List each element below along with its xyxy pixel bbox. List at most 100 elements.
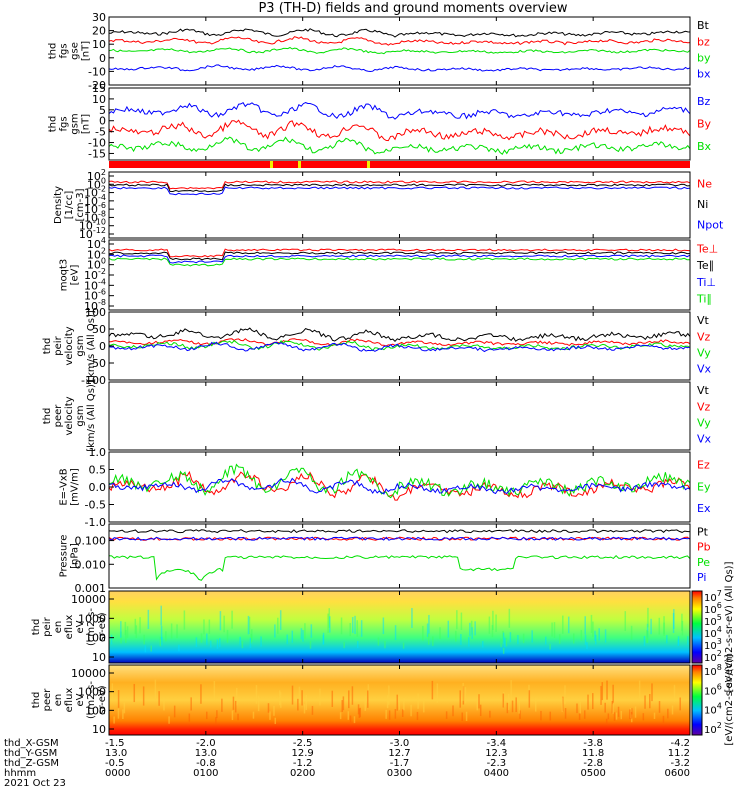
peer_spectrogram-streak [342,696,345,711]
peer_spectrogram-streak [216,710,218,719]
peer_spectrogram-streak [445,711,448,719]
peir_spectrogram-streak [310,624,313,638]
e_field-legend-0: Ez [697,458,710,471]
peer_spectrogram-streak [319,688,321,706]
peir_spectrogram-streak [304,623,306,639]
peir_spectrogram-streak [322,635,325,645]
pressure-series-2 [108,554,691,581]
x-axis-row-label-0: thd_X-GSM [4,738,59,749]
fgs_gse-ytick-label-4: -10 [88,65,106,78]
peir_spectrogram-ytick-label-3: 10 [92,651,106,664]
x-axis-row-label-2: thd_Z-GSM [4,758,59,769]
fgs_gse-ytick-label-5: -20 [88,79,106,92]
peer_spectrogram-streak [133,683,136,703]
x-axis-value-0-3: -3.0 [390,738,410,749]
pressure-series-0 [108,529,691,534]
e_field-series-1 [108,463,691,499]
peir_spectrogram-colorbar-tick-1: 106 [704,601,722,616]
peir_spectrogram-streak [460,634,462,645]
x-axis-value-0-4: -3.4 [487,738,507,749]
peer_spectrogram-streak [385,709,387,719]
peer_spectrogram-streak [231,710,234,721]
peir_spectrogram-streak [247,615,250,635]
peir_spectrogram-streak [241,641,244,649]
peer_spectrogram-streak [587,694,589,710]
peer_spectrogram-streak [341,700,343,712]
peir_spectrogram-streak [677,639,680,647]
peir_spectrogram-colorbar-label: [eV/(cm2-s-sr-eV) (All Qs)] [724,561,735,692]
pressure-series-3 [108,536,691,541]
peer_spectrogram-streak [464,687,467,704]
peir_spectrogram-streak [210,640,212,648]
peir_spectrogram-colorbar-tick-3: 104 [704,625,722,640]
peer_spectrogram-streak [364,696,367,711]
peer_spectrogram-streak [386,695,389,709]
fgs_gsm-series-1 [108,119,691,142]
peir_spectrogram-streak [624,611,627,631]
peer_spectrogram-streak [606,680,608,700]
peer_spectrogram-streak [158,691,160,706]
density-ytick-label-0: 102 [87,168,106,183]
peer_spectrogram-streak [630,708,632,719]
peer_spectrogram-streak [123,702,126,714]
fgs_gse-ytick-label-1: 20 [92,25,106,38]
panel-flag_bar [109,161,690,168]
peer_velocity-legend-0: Vt [697,384,710,397]
fgs_gsm-ytick-label-5: -10 [88,137,106,150]
peir_spectrogram-streak [562,615,564,634]
peir_spectrogram-streak [402,642,405,649]
fgs_gse-series-2 [108,46,691,55]
peer_spectrogram-streak [629,709,631,720]
peir_spectrogram-streak [658,617,661,635]
plot-title: P3 (TH-D) fields and ground moments over… [258,1,567,16]
peir_spectrogram-streak [279,610,282,630]
peir_spectrogram-streak [672,613,675,634]
peir_spectrogram-streak [549,643,551,650]
peir_spectrogram-streak [144,645,147,653]
peir_spectrogram-streak [219,638,221,647]
x-axis-value-3-3: 0300 [387,768,412,779]
peir_spectrogram-streak [286,634,288,645]
e_field-ytick-label-4: -1.0 [85,516,106,529]
peer_spectrogram-streak [465,711,468,721]
peir_spectrogram-streak [567,616,570,634]
peir_spectrogram-streak [343,641,345,649]
peer_spectrogram-streak [388,710,391,720]
peir_spectrogram-streak [428,614,430,634]
peir_velocity-ytick-label-4: -100 [81,374,106,387]
peer_spectrogram-streak [638,680,641,700]
peir_spectrogram-streak [426,623,429,637]
panel-peer_spectrogram: 10000 1000 100 10 thdpeerenefluxeV(cm2-s-sr-… [31,654,735,745]
peer_spectrogram-ytick-label-3: 10 [92,723,106,736]
peer_spectrogram-streak [206,711,208,720]
fgs_gse-legend-0: Bt [697,19,710,32]
peer_spectrogram-streak [417,693,419,709]
peer_spectrogram-streak [291,685,294,705]
density-ytick-label-4: 10-6 [84,201,106,216]
peer_spectrogram-streak [502,693,505,708]
temperature-series-1 [108,251,690,261]
peer_spectrogram-streak [620,711,623,720]
e_field-ytick-label-2: 0.0 [89,481,107,494]
peer_spectrogram-streak [280,692,282,708]
fgs_gse-series-3 [108,64,691,73]
peir_spectrogram-streak [300,628,303,640]
peir_spectrogram-streak [160,625,163,640]
density-ytick-label-2: 10-2 [84,185,106,200]
peer_spectrogram-streak [634,706,637,718]
peer_spectrogram-streak [200,684,202,704]
fgs_gsm-ytick-label-0: 15 [92,82,106,95]
peir_spectrogram-streak [110,634,113,645]
peer_spectrogram-ytick-label-1: 1000 [78,686,106,699]
peer_spectrogram-ylabel: thdpeerenefluxeV(cm2-s-sr-eV) [31,681,108,719]
peir_velocity-series-3 [108,341,691,353]
peir_spectrogram-streak [349,623,351,637]
peer_spectrogram-streak [305,694,308,710]
peir_spectrogram-spectrogram-image [109,591,690,663]
peir_spectrogram-streak [492,610,494,630]
x-axis-value-3-0: 0000 [105,768,130,779]
peer_spectrogram-streak [583,710,586,719]
peer_spectrogram-streak [671,705,674,715]
